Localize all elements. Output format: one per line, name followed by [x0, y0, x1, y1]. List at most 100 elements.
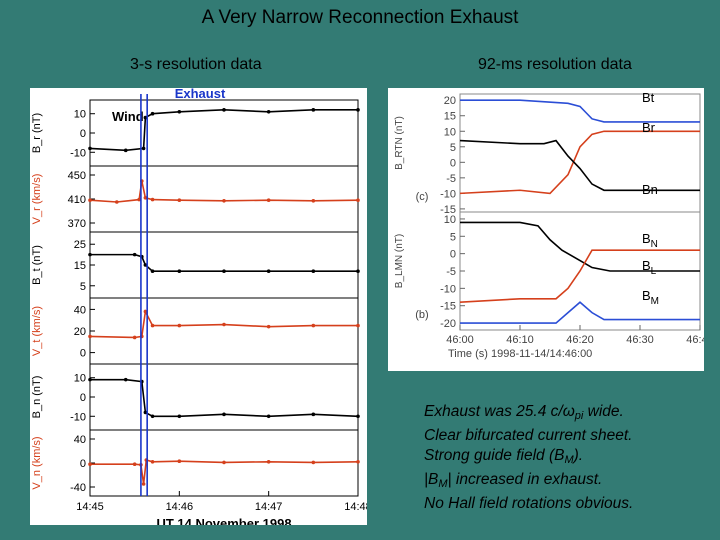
series-label-Br: Br [642, 120, 656, 135]
xtick-label: 46:00 [446, 334, 474, 346]
ytick-label: 0 [450, 157, 456, 169]
ylabel-1: V_r (km/s) [31, 174, 43, 225]
xtick-label: 14:48 [344, 501, 367, 513]
wind-92ms-chart: 20 15 10 5 0 -5 -10 -15 B_RTN (nT) (c) Bt Br Bn 10 5 0 -… [394, 90, 704, 360]
xtick-label: 14:45 [76, 501, 104, 513]
data-point [150, 111, 155, 116]
data-point [356, 198, 360, 202]
data-point [266, 414, 271, 419]
data-point [356, 323, 360, 328]
series-line-3 [89, 308, 358, 339]
x-axis-label: UT 14 November 1998 [156, 516, 291, 525]
ylabel-2: B_t (nT) [31, 245, 43, 285]
ytick-label: 0 [80, 128, 86, 140]
ytick-label: 10 [444, 214, 456, 226]
ytick-label: 15 [444, 111, 456, 123]
data-point [88, 198, 92, 202]
data-point [132, 462, 137, 467]
right-caption: 92-ms resolution data [478, 56, 632, 73]
ylabel-5: V_n (km/s) [31, 436, 43, 489]
xtick-label: 46:30 [626, 334, 654, 346]
note-hall-field: No Hall field rotations obvious. [424, 495, 634, 512]
data-point [266, 109, 271, 114]
data-point [222, 412, 226, 417]
ytick-label: 0 [80, 458, 86, 470]
exhaust-title: Exhaust [175, 88, 226, 101]
data-point [88, 252, 92, 257]
ytick-label: 20 [444, 95, 456, 107]
wind-92ms-figure: 20 15 10 5 0 -5 -10 -15 B_RTN (nT) (c) Bt Br Bn 10 5 0 -… [388, 88, 704, 371]
ytick-label: -20 [440, 318, 456, 330]
data-point [177, 414, 182, 419]
ytick-label: 370 [68, 218, 86, 230]
data-point [222, 269, 226, 274]
panel-label-0: (c) [416, 191, 429, 203]
left-caption: 3-s resolution data [130, 56, 262, 73]
data-point [177, 269, 182, 274]
data-point [132, 335, 137, 340]
ylabel-0: B_RTN (nT) [394, 116, 405, 170]
data-point [177, 323, 182, 328]
data-point [143, 196, 148, 200]
data-point [311, 323, 316, 328]
series-line-Bt [460, 99, 700, 123]
data-point [88, 377, 92, 382]
data-point [222, 199, 226, 203]
data-point [222, 322, 226, 327]
data-point [266, 198, 271, 202]
xtick-label: 14:46 [166, 501, 194, 513]
data-point [137, 197, 141, 202]
summary-notes: Exhaust was 25.4 c/ωpi wide. Clear bifur… [424, 402, 714, 514]
note-exhaust-width: Exhaust was 25.4 c/ωpi wide. [424, 403, 624, 422]
data-point [115, 200, 119, 204]
data-point [123, 377, 128, 382]
xtick-label: 46:20 [566, 334, 594, 346]
data-point [88, 334, 92, 339]
ylabel-4: B_n (nT) [31, 376, 43, 419]
data-point [143, 309, 148, 314]
data-point [222, 460, 226, 465]
series-line-0 [89, 109, 358, 152]
data-point [311, 460, 316, 465]
ytick-label: 0 [450, 249, 456, 261]
xtick-label: 14:47 [255, 501, 283, 513]
slide-title: A Very Narrow Reconnection Exhaust [201, 7, 519, 28]
ytick-label: 0 [80, 348, 86, 360]
data-point [222, 108, 226, 112]
series-label-BL: BL [642, 258, 657, 277]
xtick-label: 46:40 [686, 334, 704, 346]
ytick-label: -5 [446, 173, 456, 185]
data-point [311, 412, 316, 417]
data-point [356, 269, 360, 274]
series-line-BN [460, 221, 700, 272]
series-line-Bn [459, 139, 700, 192]
ytick-label: -40 [70, 482, 86, 494]
panel-frame-4 [89, 363, 359, 431]
ytick-label: 25 [74, 239, 86, 251]
data-point [177, 109, 182, 114]
ytick-label: 10 [74, 109, 86, 121]
ylabel-0: B_r (nT) [31, 113, 43, 153]
ytick-label: -10 [70, 411, 86, 423]
data-point [141, 146, 146, 151]
data-point [88, 462, 92, 467]
data-point [177, 198, 182, 202]
ytick-label: 5 [450, 142, 456, 154]
ylabel-1: B_LMN (nT) [394, 234, 405, 288]
ytick-label: 10 [444, 126, 456, 138]
data-point [143, 115, 148, 120]
ytick-label: 5 [80, 281, 86, 293]
ytick-label: 5 [450, 231, 456, 243]
x-axis-label: Time (s) 1998-11-14/14:46:00 [448, 348, 592, 360]
series-label-Bt: Bt [642, 90, 655, 105]
data-point [266, 460, 271, 464]
series-line-4 [90, 378, 359, 418]
ytick-label: -5 [446, 266, 456, 278]
data-point [356, 108, 360, 112]
ytick-label: -10 [70, 147, 86, 159]
data-point [356, 414, 360, 419]
data-point [150, 414, 155, 419]
ytick-label: -10 [440, 283, 456, 295]
series-line-2 [90, 253, 358, 273]
series-line-BL [459, 249, 700, 304]
